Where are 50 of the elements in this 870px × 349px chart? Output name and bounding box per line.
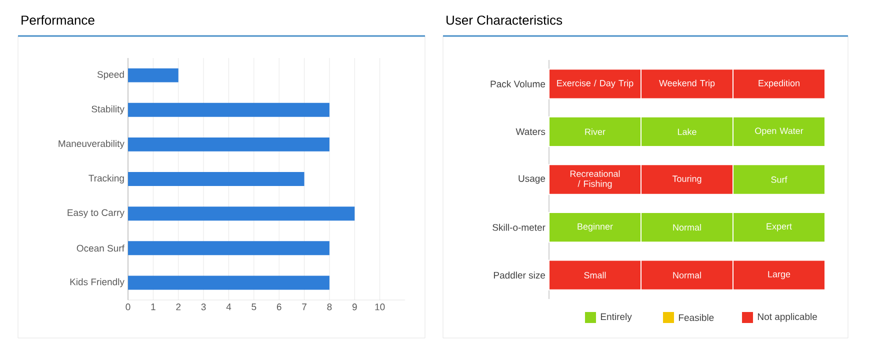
y-tick-label: Ocean Surf <box>76 244 124 252</box>
x-tick-label: 6 <box>276 304 282 310</box>
x-tick-label: 5 <box>252 304 256 310</box>
text: Lake <box>678 128 696 136</box>
y-tick-label: Stability <box>92 105 124 114</box>
x-tick-label: 2 <box>176 304 181 310</box>
bar <box>128 206 355 221</box>
bar <box>128 172 304 186</box>
text: Exercise / Day Trip <box>557 80 634 88</box>
bar <box>128 137 330 152</box>
category-label: Skill-o-meter <box>492 224 546 231</box>
text: Small <box>584 272 606 278</box>
text: Open Water <box>755 128 804 136</box>
text: Normal <box>673 224 701 231</box>
text: Surf <box>771 176 788 183</box>
text: Beginner <box>578 223 613 232</box>
text: Expert <box>766 223 792 232</box>
text: Not applicable <box>758 313 817 322</box>
x-tick-label: 7 <box>302 304 306 310</box>
text: Expedition <box>758 80 800 88</box>
y-tick-label: Kids Friendly <box>70 278 124 288</box>
bar <box>128 276 330 290</box>
y-tick-label: Maneuverability <box>58 140 124 149</box>
y-tick-label: Tracking <box>88 174 124 184</box>
y-tick-label: Speed <box>97 70 124 80</box>
bar <box>128 102 330 117</box>
category-label: Paddler size <box>494 272 546 279</box>
category-label: Pack Volume <box>490 80 546 88</box>
x-tick-label: 9 <box>352 304 357 310</box>
text: Touring <box>672 175 702 184</box>
text: Large <box>768 271 790 280</box>
text: Recreational / Fishing <box>570 170 620 189</box>
text: User Characteristics <box>446 15 562 25</box>
chart-title: Performance <box>22 15 94 25</box>
text: Normal <box>673 272 701 278</box>
category-label: Usage <box>518 175 546 184</box>
text: Feasible <box>678 314 714 321</box>
y-tick-label: Easy to Carry <box>68 209 124 218</box>
x-tick-label: 10 <box>375 304 385 310</box>
x-tick-label: 1 <box>151 304 156 310</box>
x-tick-label: 3 <box>201 304 206 310</box>
x-tick-label: 4 <box>226 304 232 310</box>
category-label: Waters <box>516 128 546 136</box>
text: River <box>585 128 606 136</box>
x-tick-label: 0 <box>126 304 130 310</box>
text: Weekend Trip <box>659 80 715 88</box>
text: Entirely <box>600 313 632 322</box>
bar <box>128 241 330 256</box>
x-tick-label: 8 <box>327 304 332 310</box>
bar <box>128 68 178 82</box>
